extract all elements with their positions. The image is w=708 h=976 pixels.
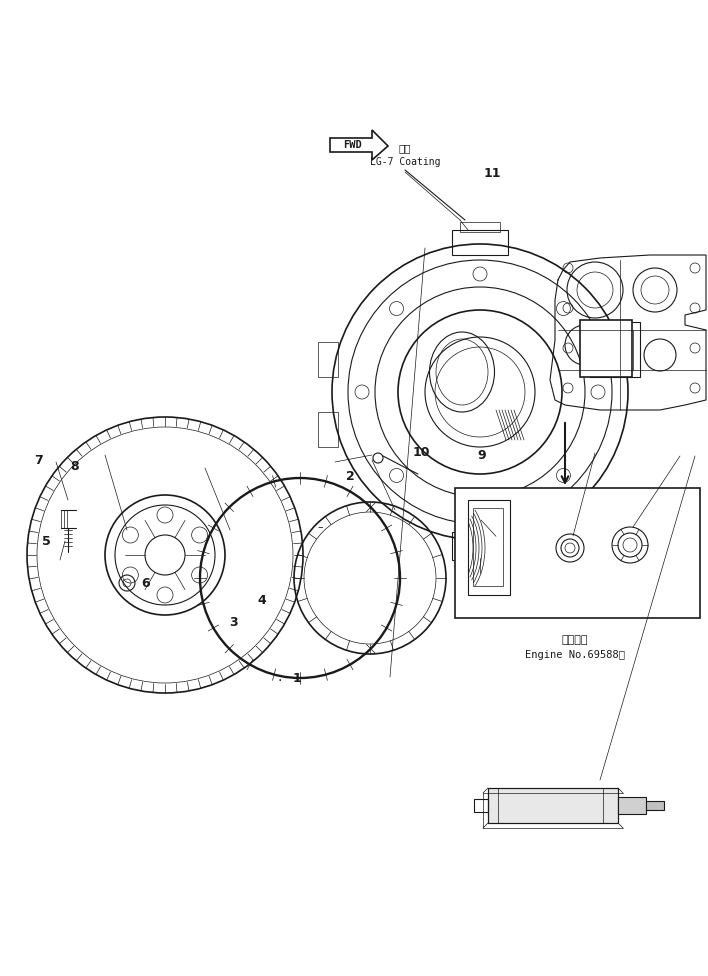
Text: ·: · xyxy=(278,674,282,688)
Text: LG-7 Coating: LG-7 Coating xyxy=(370,157,440,167)
Bar xyxy=(460,560,500,574)
Text: 10: 10 xyxy=(413,446,430,460)
Text: 5: 5 xyxy=(42,535,50,549)
Bar xyxy=(646,801,664,810)
Bar xyxy=(318,342,338,377)
Text: 9: 9 xyxy=(477,449,486,463)
Text: 6: 6 xyxy=(141,577,149,590)
Bar xyxy=(598,330,633,370)
Bar xyxy=(488,788,618,823)
Bar xyxy=(468,500,510,595)
Text: 塗布: 塗布 xyxy=(399,143,411,153)
Bar xyxy=(618,797,646,814)
Text: 8: 8 xyxy=(70,460,79,473)
Text: 2: 2 xyxy=(346,469,355,483)
Text: –: – xyxy=(317,522,323,532)
Text: FWD: FWD xyxy=(343,140,361,150)
Bar xyxy=(452,230,508,255)
Bar xyxy=(318,412,338,447)
Bar xyxy=(455,488,700,618)
Text: 3: 3 xyxy=(229,616,238,630)
Text: 11: 11 xyxy=(484,167,501,181)
Text: Engine No.69588～: Engine No.69588～ xyxy=(525,650,625,660)
Bar xyxy=(474,799,488,812)
Text: 適用号機: 適用号機 xyxy=(561,635,588,645)
Bar xyxy=(580,320,632,377)
Bar xyxy=(460,222,500,232)
Text: 7: 7 xyxy=(35,454,43,468)
Text: 4: 4 xyxy=(258,593,266,607)
Bar xyxy=(473,508,503,586)
Bar xyxy=(590,322,640,377)
Bar xyxy=(488,788,618,823)
Text: 1: 1 xyxy=(293,671,302,685)
Bar xyxy=(452,532,508,560)
